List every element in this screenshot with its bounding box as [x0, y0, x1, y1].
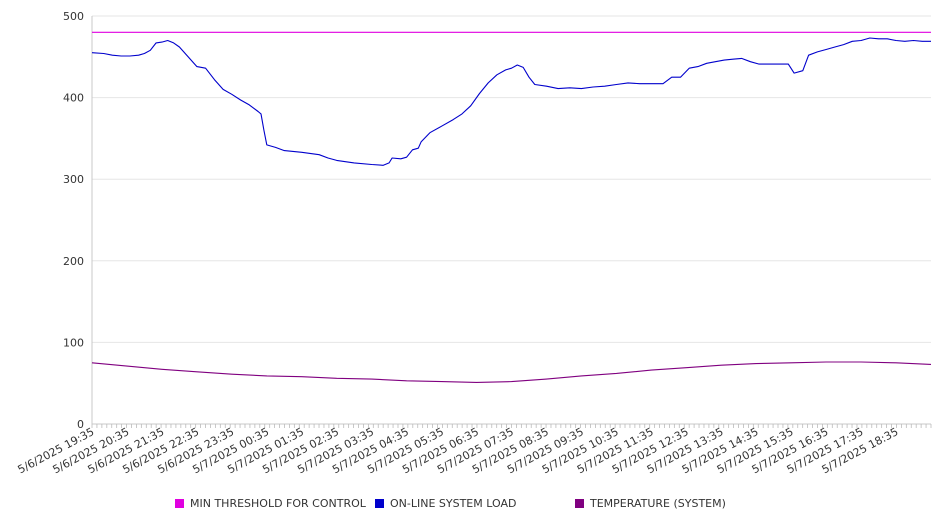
legend: MIN THRESHOLD FOR CONTROL ON-LINE SYSTEM…: [0, 497, 946, 517]
series-lines: [91, 31, 932, 383]
legend-item-temperature[interactable]: TEMPERATURE (SYSTEM): [575, 497, 726, 510]
legend-swatch-system-load: [375, 499, 384, 508]
y-tick-label: 0: [77, 418, 84, 431]
legend-label-temperature: TEMPERATURE (SYSTEM): [590, 497, 726, 510]
legend-item-system-load[interactable]: ON-LINE SYSTEM LOAD: [375, 497, 516, 510]
legend-item-min-threshold[interactable]: MIN THRESHOLD FOR CONTROL: [175, 497, 366, 510]
y-tick-label: 100: [63, 336, 84, 349]
x-tick-labels: 5/6/2025 19:355/6/2025 20:355/6/2025 21:…: [16, 425, 901, 476]
y-tick-label: 500: [63, 10, 84, 23]
axes: [91, 16, 932, 428]
y-tick-label: 400: [63, 92, 84, 105]
y-tick-label: 300: [63, 173, 84, 186]
gridlines: [92, 15, 931, 343]
legend-label-system-load: ON-LINE SYSTEM LOAD: [390, 497, 517, 510]
series-temperature-line: [91, 361, 932, 383]
y-tick-labels: 0 100 200 300 400 500: [63, 10, 84, 431]
y-tick-label: 200: [63, 255, 84, 268]
series-system-load-line: [91, 37, 931, 166]
legend-swatch-temperature: [575, 499, 584, 508]
legend-label-min-threshold: MIN THRESHOLD FOR CONTROL: [190, 497, 366, 510]
legend-swatch-min-threshold: [175, 499, 184, 508]
